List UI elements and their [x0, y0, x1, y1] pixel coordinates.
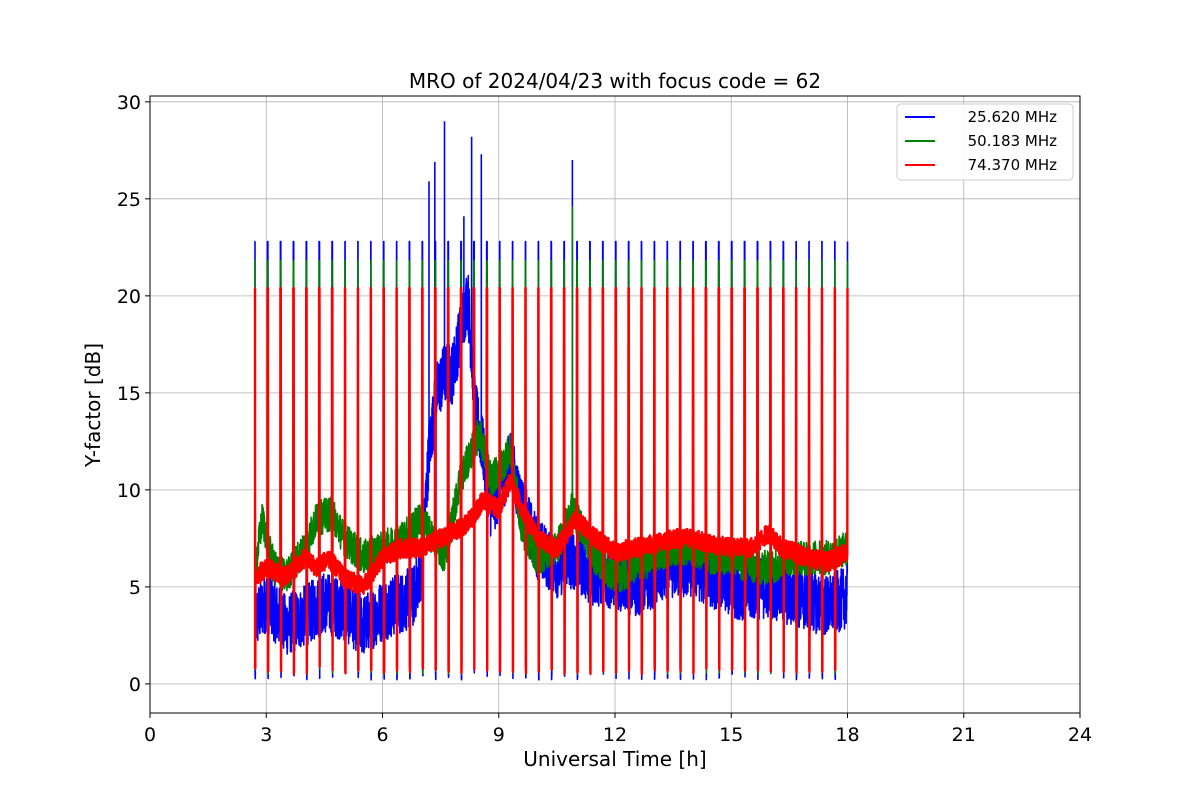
y-tick-label: 10 — [117, 480, 141, 502]
series-3 — [253, 286, 849, 676]
x-tick-label: 0 — [144, 724, 156, 746]
y-tick-label: 25 — [117, 189, 141, 211]
series-3-line — [253, 286, 849, 676]
y-axis-label: Y-factor [dB] — [81, 343, 105, 468]
x-tick-label: 6 — [376, 724, 388, 746]
x-tick-label: 9 — [493, 724, 505, 746]
legend-label: 74.370 MHz — [968, 156, 1057, 174]
legend-label: 50.183 MHz — [968, 132, 1057, 150]
x-axis: 0 3 6 9 12 15 18 21 24 — [144, 713, 1092, 746]
x-tick-label: 12 — [603, 724, 627, 746]
chart-title: MRO of 2024/04/23 with focus code = 62 — [409, 69, 821, 93]
x-tick-label: 18 — [835, 724, 859, 746]
legend-label: 25.620 MHz — [968, 108, 1057, 126]
x-tick-label: 24 — [1068, 724, 1092, 746]
x-tick-label: 15 — [719, 724, 743, 746]
plot-area — [253, 121, 849, 681]
y-tick-label: 20 — [117, 286, 141, 308]
series-2 — [254, 206, 849, 675]
legend-box — [896, 103, 1074, 181]
y-tick-label: 5 — [129, 577, 141, 599]
x-axis-label: Universal Time [h] — [523, 747, 706, 771]
y-tick-label: 15 — [117, 383, 141, 405]
series-1-line — [254, 240, 849, 681]
y-axis: 0 5 10 15 20 25 30 — [117, 92, 150, 696]
x-tick-label: 21 — [952, 724, 976, 746]
series-2-line — [254, 260, 849, 675]
legend: 25.620 MHz 50.183 MHz 74.370 MHz — [896, 103, 1074, 181]
y-tick-label: 30 — [117, 92, 141, 114]
y-tick-label: 0 — [129, 674, 141, 696]
x-tick-label: 3 — [260, 724, 272, 746]
